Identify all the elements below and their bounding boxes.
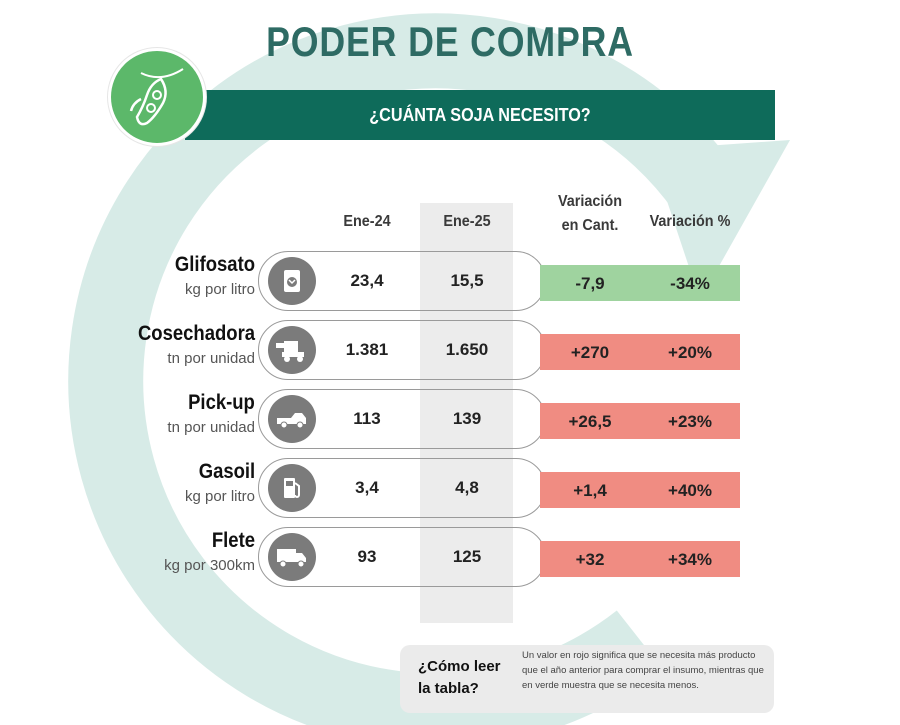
row-var-qty: +270 xyxy=(570,343,610,362)
column-header-var-qty: Variación en Cant. xyxy=(545,190,635,238)
row-name: Pick-up xyxy=(188,391,255,414)
row-var-pct: +20% xyxy=(668,343,712,362)
row-value-prev: 93 xyxy=(357,547,377,566)
row-unit: tn por unidad xyxy=(167,419,255,436)
fuel-pump-icon xyxy=(268,464,316,512)
subtitle-band xyxy=(185,90,775,140)
row-var-pct: +40% xyxy=(668,481,712,500)
row-var-qty: +26,5 xyxy=(568,412,612,431)
current-year-column-highlight xyxy=(420,203,513,623)
column-header-prev: Ene-24 xyxy=(343,213,391,230)
row-variation-box: -7,9 -34% xyxy=(540,265,740,301)
header-line: Variación xyxy=(557,193,623,210)
row-unit: kg por 300km xyxy=(164,557,255,574)
row-variation-box: +32 +34% xyxy=(540,541,740,577)
row-value-prev: 3,4 xyxy=(355,478,379,497)
row-name: Gasoil xyxy=(198,460,255,483)
header-line: en Cant. xyxy=(561,217,619,234)
how-to-read-text: Un valor en rojo significa que se necesi… xyxy=(522,650,764,691)
row-name: Cosechadora xyxy=(137,322,255,345)
row-name: Glifosato xyxy=(174,253,255,276)
row-var-qty: +32 xyxy=(575,550,605,569)
row-unit: kg por litro xyxy=(184,488,255,505)
row-value-curr: 1.650 xyxy=(445,340,489,359)
column-header-curr: Ene-25 xyxy=(443,213,491,230)
harvester-icon xyxy=(268,326,316,374)
row-var-pct: -34% xyxy=(670,274,710,293)
row-name: Flete xyxy=(211,529,255,552)
row-unit: tn por unidad xyxy=(167,350,255,367)
page-subtitle: ¿CUÁNTA SOJA NECESITO? xyxy=(369,105,591,125)
row-value-curr: 4,8 xyxy=(455,478,479,497)
row-variation-box: +270 +20% xyxy=(540,334,740,370)
row-value-curr: 139 xyxy=(452,409,482,428)
page-title: PODER DE COMPRA xyxy=(266,18,634,65)
row-var-qty: -7,9 xyxy=(575,274,605,293)
row-var-pct: +34% xyxy=(668,550,712,569)
row-value-curr: 15,5 xyxy=(450,271,484,290)
row-unit: kg por litro xyxy=(184,281,255,298)
row-var-qty: +1,4 xyxy=(573,481,607,500)
truck-icon xyxy=(268,533,316,581)
row-var-pct: +23% xyxy=(668,412,712,431)
row-variation-box: +26,5 +23% xyxy=(540,403,740,439)
row-value-prev: 1.381 xyxy=(345,340,389,359)
soybean-pod-icon xyxy=(108,48,206,146)
row-value-prev: 113 xyxy=(353,409,381,428)
column-header-var-pct: Variación % xyxy=(649,213,731,230)
herbicide-bag-icon xyxy=(268,257,316,305)
row-variation-box: +1,4 +40% xyxy=(540,472,740,508)
row-value-prev: 23,4 xyxy=(350,271,384,290)
pickup-truck-icon xyxy=(268,395,316,443)
how-to-read-box xyxy=(400,645,774,713)
row-value-curr: 125 xyxy=(452,547,482,566)
how-to-read-question: ¿Cómo leer la tabla? xyxy=(418,658,501,697)
